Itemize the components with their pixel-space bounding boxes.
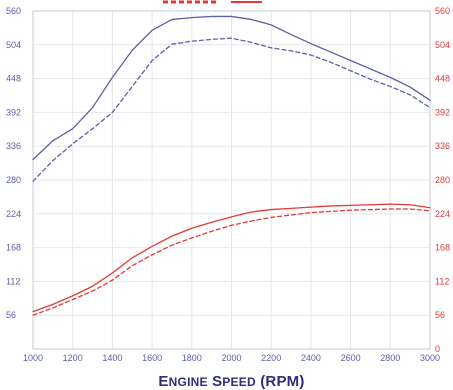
x-tick-label: 1400	[102, 353, 122, 363]
y-right-tick-label: 448	[435, 74, 450, 84]
y-axis-right-ticks: 0 56 112 168 224 280 336 392 448 504 560	[435, 6, 450, 354]
y-axis-left-ticks: 56 112 168 224 280 336 392 448 504 560	[6, 6, 21, 320]
x-tick-label: 2400	[301, 353, 321, 363]
y-left-tick-label: 280	[6, 175, 21, 185]
y-right-tick-label: 280	[435, 175, 450, 185]
x-tick-label: 3000	[420, 353, 440, 363]
x-tick-label: 1200	[63, 353, 83, 363]
y-left-tick-label: 336	[6, 141, 21, 151]
x-tick-label: 2000	[221, 353, 241, 363]
y-right-tick-label: 56	[435, 310, 445, 320]
y-left-tick-label: 560	[6, 6, 21, 16]
x-tick-label: 1000	[23, 353, 43, 363]
series-lines	[32, 15, 431, 316]
y-right-tick-label: 168	[435, 243, 450, 253]
y-right-tick-label: 0	[435, 344, 440, 354]
grid-lines	[32, 10, 431, 349]
y-right-tick-label: 392	[435, 107, 450, 117]
plot-frame	[32, 10, 431, 350]
axis-title-group: ENGINE SPEED (RPM)	[158, 373, 304, 390]
y-left-tick-label: 168	[6, 243, 21, 253]
y-left-tick-label: 112	[6, 276, 20, 286]
plot-area-border	[32, 10, 431, 350]
x-tick-label: 1800	[182, 353, 202, 363]
y-left-tick-label: 448	[6, 74, 21, 84]
y-left-tick-label: 392	[6, 107, 21, 117]
y-right-tick-label: 112	[435, 276, 449, 286]
y-right-tick-label: 504	[435, 40, 450, 50]
y-right-tick-label: 560	[435, 6, 450, 16]
x-axis-title: ENGINE SPEED (RPM)	[158, 373, 304, 390]
y-right-tick-label: 336	[435, 141, 450, 151]
x-tick-label: 2200	[261, 353, 281, 363]
y-left-tick-label: 56	[6, 310, 16, 320]
x-axis-ticks: 1000 1200 1400 1600 1800 2000 2200 2400 2600 2800…	[23, 353, 440, 363]
x-tick-label: 1600	[142, 353, 162, 363]
y-right-tick-label: 224	[435, 209, 450, 219]
x-tick-label: 2600	[341, 353, 361, 363]
y-left-tick-label: 224	[6, 209, 21, 219]
y-left-tick-label: 504	[6, 40, 21, 50]
x-tick-label: 2800	[380, 353, 400, 363]
